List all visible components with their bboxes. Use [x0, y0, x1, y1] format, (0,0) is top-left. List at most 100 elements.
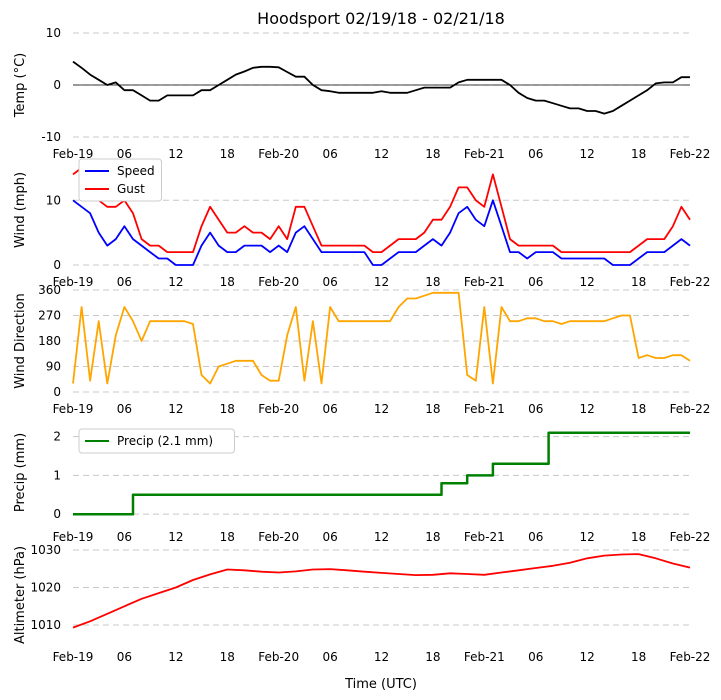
x-tick-label: 18	[220, 402, 235, 416]
x-tick-label: Feb-20	[258, 147, 299, 161]
y-tick-label: -10	[41, 130, 61, 144]
x-tick-label: 12	[580, 402, 595, 416]
x-tick-label: Feb-21	[464, 530, 505, 544]
y-axis-label: Temp (°C)	[13, 53, 28, 119]
chart-title: Hoodsport 02/19/18 - 02/21/18	[257, 9, 505, 28]
x-tick-label: 18	[631, 402, 646, 416]
x-tick-label: Feb-22	[670, 530, 711, 544]
x-tick-label: Feb-22	[670, 275, 711, 289]
x-tick-label: 18	[425, 147, 440, 161]
legend-box	[78, 158, 162, 202]
legend-label: Speed	[117, 164, 155, 178]
x-tick-label: 06	[528, 275, 543, 289]
y-tick-label: 0	[53, 258, 61, 272]
x-tick-label: 12	[168, 275, 183, 289]
x-tick-label: Feb-19	[53, 530, 94, 544]
y-tick-label: 1020	[30, 581, 61, 595]
x-tick-label: 18	[220, 530, 235, 544]
x-tick-label: 12	[168, 650, 183, 664]
y-tick-label: 10	[46, 26, 61, 40]
x-tick-label: Feb-19	[53, 275, 94, 289]
legend: Precip (2.1 mm)	[78, 428, 235, 454]
x-tick-label: 18	[220, 147, 235, 161]
x-tick-label: 12	[580, 147, 595, 161]
x-tick-label: Feb-22	[670, 402, 711, 416]
x-tick-label: 06	[528, 147, 543, 161]
legend: Speed Gust	[78, 158, 162, 202]
x-tick-label: 12	[374, 530, 389, 544]
x-tick-label: 06	[528, 402, 543, 416]
panel-wind: 0 10 Feb-19 06 12 18 Feb-20 06 12 18 Feb-21 06 12 18 F…	[13, 158, 711, 289]
y-axis-label: Wind (mph)	[13, 172, 28, 248]
x-tick-label: Feb-20	[258, 402, 299, 416]
y-tick-label: 1	[53, 468, 61, 482]
y-tick-label: 1030	[30, 543, 61, 557]
x-tick-label: 18	[425, 402, 440, 416]
x-tick-label: 18	[425, 530, 440, 544]
x-tick-label: 12	[374, 402, 389, 416]
x-tick-label: 12	[374, 275, 389, 289]
x-tick-label: 06	[322, 402, 337, 416]
y-tick-label: 1010	[30, 618, 61, 632]
panel-dir: 0 90 180 270 360 Feb-19 06 12 18 Feb-20 06 12 18 Feb-…	[13, 283, 710, 416]
panel-temp: -10 0 10 Feb-19 06 12 18 Feb-20 06 12 18 Feb-21 06 12…	[13, 26, 710, 161]
x-tick-label: 18	[220, 275, 235, 289]
x-tick-label: 12	[374, 147, 389, 161]
y-tick-label: 180	[38, 334, 61, 348]
x-tick-label: Feb-21	[464, 275, 505, 289]
x-tick-label: 12	[168, 530, 183, 544]
x-tick-label: 18	[631, 147, 646, 161]
x-tick-label: Feb-19	[53, 147, 94, 161]
x-tick-label: 12	[374, 650, 389, 664]
y-tick-label: 10	[46, 193, 61, 207]
x-tick-label: 18	[631, 530, 646, 544]
x-tick-label: 12	[580, 650, 595, 664]
x-tick-label: 06	[117, 402, 132, 416]
y-tick-label: 90	[46, 360, 61, 374]
y-tick-label: 0	[53, 507, 61, 521]
y-axis-label: Wind Direction	[13, 293, 28, 389]
x-tick-label: 06	[322, 650, 337, 664]
x-tick-label: 06	[117, 650, 132, 664]
x-tick-label: 18	[425, 650, 440, 664]
series-line-precip-2-1-mm-	[73, 431, 690, 516]
x-tick-label: 06	[117, 275, 132, 289]
y-tick-label: 360	[38, 283, 61, 297]
x-tick-label: Feb-21	[464, 650, 505, 664]
x-axis-label: Time (UTC)	[344, 677, 417, 692]
legend-label: Gust	[117, 182, 145, 196]
x-tick-label: 06	[528, 650, 543, 664]
series-line-temp	[72, 60, 690, 115]
x-tick-label: 06	[322, 275, 337, 289]
series-line-direction	[72, 291, 691, 385]
x-tick-label: 06	[117, 147, 132, 161]
series-line-speed	[72, 199, 691, 266]
x-tick-label: 18	[631, 275, 646, 289]
y-axis-label: Precip (mm)	[13, 433, 28, 512]
x-tick-label: 06	[322, 147, 337, 161]
x-tick-label: Feb-22	[670, 650, 711, 664]
x-tick-label: Feb-21	[464, 147, 505, 161]
x-tick-label: Feb-21	[464, 402, 505, 416]
x-tick-label: Feb-20	[258, 530, 299, 544]
x-tick-label: Feb-19	[53, 650, 94, 664]
series-line-altimeter	[72, 553, 691, 629]
x-tick-label: 06	[117, 530, 132, 544]
series-line-gust	[72, 167, 691, 253]
y-axis-label: Altimeter (hPa)	[13, 546, 28, 644]
x-tick-label: 18	[631, 650, 646, 664]
x-tick-label: Feb-20	[258, 275, 299, 289]
x-tick-label: 06	[322, 530, 337, 544]
x-tick-label: Feb-20	[258, 650, 299, 664]
legend-label: Precip (2.1 mm)	[117, 434, 213, 448]
x-tick-label: 12	[168, 147, 183, 161]
x-tick-label: 12	[580, 530, 595, 544]
x-tick-label: 18	[220, 650, 235, 664]
y-tick-label: 0	[53, 78, 61, 92]
x-tick-label: 12	[168, 402, 183, 416]
panel-alt: 1010 1020 1030 Feb-19 06 12 18 Feb-20 06 12 18 Feb-…	[13, 543, 710, 664]
x-tick-label: Feb-22	[670, 147, 711, 161]
